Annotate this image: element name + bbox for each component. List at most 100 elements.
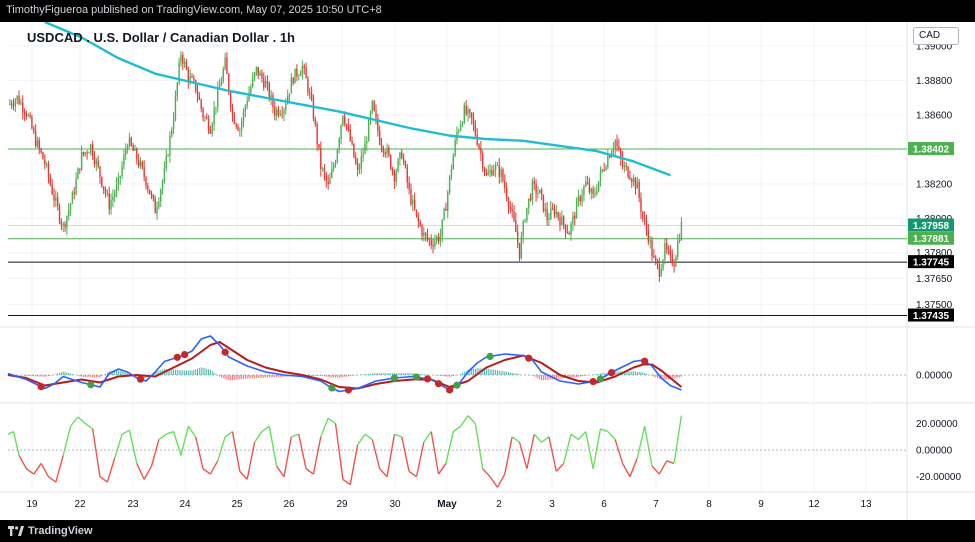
candle-body xyxy=(592,188,594,195)
oscillator-segment xyxy=(445,431,454,464)
chart-title: USDCAD . U.S. Dollar / Canadian Dollar .… xyxy=(27,30,295,45)
candle-body xyxy=(257,66,259,76)
candle-body xyxy=(496,165,499,166)
currency-button[interactable]: CAD xyxy=(913,27,959,45)
oscillator-segment xyxy=(312,436,322,475)
candle-body xyxy=(401,152,403,159)
macd-line xyxy=(7,335,682,393)
candle-body xyxy=(424,232,427,235)
oscillator-segment xyxy=(614,439,624,464)
candle-body xyxy=(20,102,22,104)
candle-body xyxy=(200,99,202,109)
candle-body xyxy=(677,240,679,257)
oscillator-segment xyxy=(482,468,491,478)
level-price-label: 1.37958 xyxy=(913,221,950,232)
candle-body xyxy=(143,167,145,177)
candle-body xyxy=(572,215,574,224)
candle-body xyxy=(134,148,136,151)
publisher-text: TimothyFigueroa published on TradingView… xyxy=(6,4,382,16)
candle-body xyxy=(22,102,24,112)
candle-body xyxy=(45,164,48,165)
candles xyxy=(9,50,683,282)
oscillator-segment xyxy=(364,433,373,441)
candle-body xyxy=(373,100,375,111)
candle-body xyxy=(581,195,583,202)
oscillator-segment xyxy=(253,431,263,443)
price-tick-label: 1.39000 xyxy=(916,42,953,53)
candle-body xyxy=(347,126,350,130)
oscillator-segment xyxy=(643,426,653,467)
candle-body xyxy=(487,172,489,175)
candle-body xyxy=(16,95,18,101)
cross-marker xyxy=(423,375,432,383)
candle-body xyxy=(137,159,140,166)
oscillator-segment xyxy=(327,417,336,425)
candle-body xyxy=(240,121,243,130)
cross-marker xyxy=(328,384,336,392)
candle-body xyxy=(191,76,193,78)
candle-body xyxy=(165,156,167,169)
candle-body xyxy=(327,181,329,185)
oscillator-segment xyxy=(334,423,344,480)
time-tick-label: 29 xyxy=(336,499,348,510)
candle-body xyxy=(588,183,591,193)
candle-body xyxy=(12,105,15,106)
candle-body xyxy=(601,169,604,171)
candle-body xyxy=(377,118,379,132)
oscillator-segment xyxy=(143,465,153,480)
candle-body xyxy=(634,178,637,189)
candle-body xyxy=(574,215,576,219)
candle-body xyxy=(93,156,96,165)
candle-body xyxy=(207,118,210,131)
candle-body xyxy=(106,193,109,195)
candle-body xyxy=(9,103,11,105)
candle-body xyxy=(160,189,162,202)
candle-body xyxy=(643,218,646,221)
candle-body xyxy=(397,159,399,172)
candle-body xyxy=(419,221,421,226)
candle-body xyxy=(114,193,116,197)
grid xyxy=(0,22,975,520)
candle-body xyxy=(321,168,324,170)
time-tick-label: 22 xyxy=(74,499,86,510)
cross-marker xyxy=(486,352,494,360)
candle-body xyxy=(515,220,517,232)
oscillator-segment xyxy=(636,426,646,459)
price-axis[interactable]: 1.390001.388001.386001.382001.380001.378… xyxy=(908,42,961,484)
candle-body xyxy=(516,231,519,243)
candle-body xyxy=(189,76,191,82)
candle-body xyxy=(104,189,107,194)
oscillator-segment xyxy=(349,444,359,485)
candle-body xyxy=(463,105,466,123)
candle-body xyxy=(36,140,39,147)
candle-body xyxy=(452,155,454,170)
price-tick-label: 1.38200 xyxy=(916,179,953,190)
candle-body xyxy=(505,188,508,199)
candle-body xyxy=(380,144,383,148)
candle-body xyxy=(23,111,26,114)
brand-bar: TradingView xyxy=(0,520,975,542)
price-tick-label: 1.38800 xyxy=(916,76,953,87)
candle-body xyxy=(535,183,537,194)
candle-body xyxy=(51,184,53,195)
candle-body xyxy=(169,135,171,156)
chart-canvas[interactable]: 1.390001.388001.386001.382001.380001.378… xyxy=(0,22,975,520)
candle-body xyxy=(654,257,657,261)
candle-body xyxy=(616,140,618,147)
oscillator-segment xyxy=(577,431,587,441)
candle-body xyxy=(79,168,81,170)
candle-body xyxy=(213,108,215,125)
candle-body xyxy=(329,177,331,185)
oscillator-segment xyxy=(533,433,543,443)
time-axis[interactable]: 19 22 23 24 25 26 29 30 May 2 3 6 7 8 9 12 13 xyxy=(26,499,872,510)
candle-body xyxy=(362,154,364,157)
candle-body xyxy=(597,181,600,192)
candle-body xyxy=(524,220,526,222)
candle-body xyxy=(196,90,199,97)
candle-body xyxy=(450,169,453,176)
candle-body xyxy=(215,106,217,109)
candle-body xyxy=(667,249,670,251)
candle-body xyxy=(299,74,302,76)
candle-body xyxy=(178,62,180,83)
cross-marker xyxy=(173,353,181,361)
